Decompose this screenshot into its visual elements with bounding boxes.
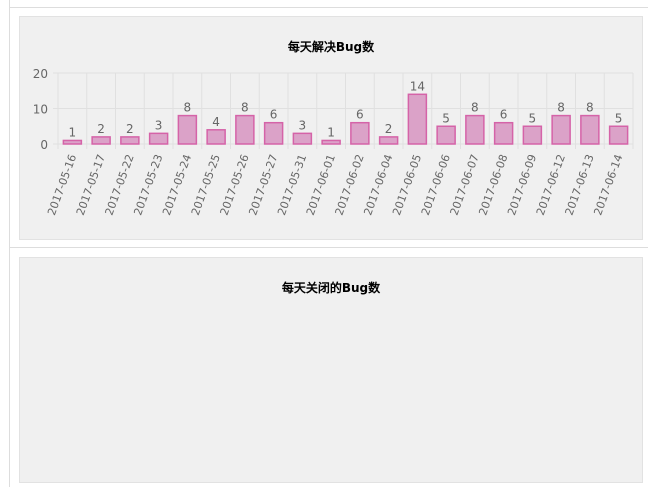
chart-title: 每天关闭的Bug数 xyxy=(281,281,381,295)
x-tick-label: 2017-05-27 xyxy=(246,153,280,218)
x-tick-label: 2017-06-13 xyxy=(563,153,597,218)
bar xyxy=(321,139,341,145)
data-label: 8 xyxy=(184,101,192,115)
x-tick-label: 2017-06-09 xyxy=(505,153,539,218)
x-tick-label: 2017-06-14 xyxy=(591,153,625,218)
x-tick-label: 2017-05-25 xyxy=(189,153,223,218)
bar xyxy=(580,114,600,145)
data-label: 2 xyxy=(97,122,105,136)
x-tick-label: 2017-06-07 xyxy=(448,153,482,218)
x-tick-label: 2017-05-23 xyxy=(131,153,165,218)
bar xyxy=(91,136,111,145)
x-tick-label: 2017-05-24 xyxy=(160,153,194,218)
x-tick-label: 2017-05-26 xyxy=(218,153,252,218)
data-label: 3 xyxy=(155,118,163,132)
data-label: 1 xyxy=(327,125,335,139)
x-tick-label: 2017-05-16 xyxy=(45,153,79,218)
y-tick-label: 20 xyxy=(33,67,48,81)
x-tick-label: 2017-06-05 xyxy=(390,153,424,218)
closed-bugs-panel: 每天关闭的Bug数 xyxy=(19,257,643,483)
bar xyxy=(522,125,543,145)
bar xyxy=(551,114,571,145)
bar xyxy=(148,132,169,145)
bar xyxy=(407,93,428,145)
bar xyxy=(62,139,83,145)
data-label: 8 xyxy=(586,101,594,115)
chart-title: 每天解决Bug数 xyxy=(287,40,375,54)
bar xyxy=(378,136,399,145)
data-label: 8 xyxy=(241,101,249,115)
x-tick-label: 2017-06-12 xyxy=(534,153,568,218)
bar xyxy=(292,132,313,145)
data-label: 6 xyxy=(500,108,508,122)
x-tick-label: 2017-06-08 xyxy=(476,153,510,218)
data-label: 1 xyxy=(69,125,77,139)
bar xyxy=(177,114,198,145)
x-tick-label: 2017-06-02 xyxy=(333,153,367,218)
data-label: 14 xyxy=(410,79,425,93)
bar xyxy=(235,114,255,145)
data-label: 4 xyxy=(212,115,220,129)
x-tick-label: 2017-05-31 xyxy=(275,153,309,218)
x-tick-label: 2017-06-01 xyxy=(304,153,338,218)
bar xyxy=(120,136,140,145)
x-tick-label: 2017-06-04 xyxy=(361,153,395,218)
x-tick-label: 2017-06-06 xyxy=(419,153,453,218)
data-label: 2 xyxy=(385,122,393,136)
data-label: 8 xyxy=(471,101,479,115)
y-tick-label: 10 xyxy=(33,103,48,117)
data-label: 3 xyxy=(299,118,307,132)
middle-divider xyxy=(9,247,648,248)
data-label: 5 xyxy=(615,111,623,125)
top-divider xyxy=(9,7,648,8)
data-label: 6 xyxy=(356,108,364,122)
bar xyxy=(608,125,629,145)
data-label: 5 xyxy=(529,111,537,125)
left-divider xyxy=(9,0,10,487)
data-label: 6 xyxy=(270,108,278,122)
x-tick-label: 2017-05-17 xyxy=(74,153,108,218)
y-tick-label: 0 xyxy=(40,138,48,152)
data-label: 8 xyxy=(557,101,565,115)
resolved-bugs-panel: 每天解决Bug数 0 10 20 1 2017-05-16 2 2017-05-17 2 201… xyxy=(19,16,643,240)
bar xyxy=(436,125,456,145)
data-label: 2 xyxy=(126,122,134,136)
bar xyxy=(206,129,226,145)
bar xyxy=(465,114,485,145)
data-label: 5 xyxy=(442,111,450,125)
bar xyxy=(263,121,284,145)
bar xyxy=(350,121,370,145)
x-tick-label: 2017-05-22 xyxy=(103,153,137,218)
resolved-bugs-chart: 0 10 20 1 2017-05-16 2 2017-05-17 2 2017-05-22 3 2… xyxy=(33,67,634,218)
bar xyxy=(493,121,514,145)
